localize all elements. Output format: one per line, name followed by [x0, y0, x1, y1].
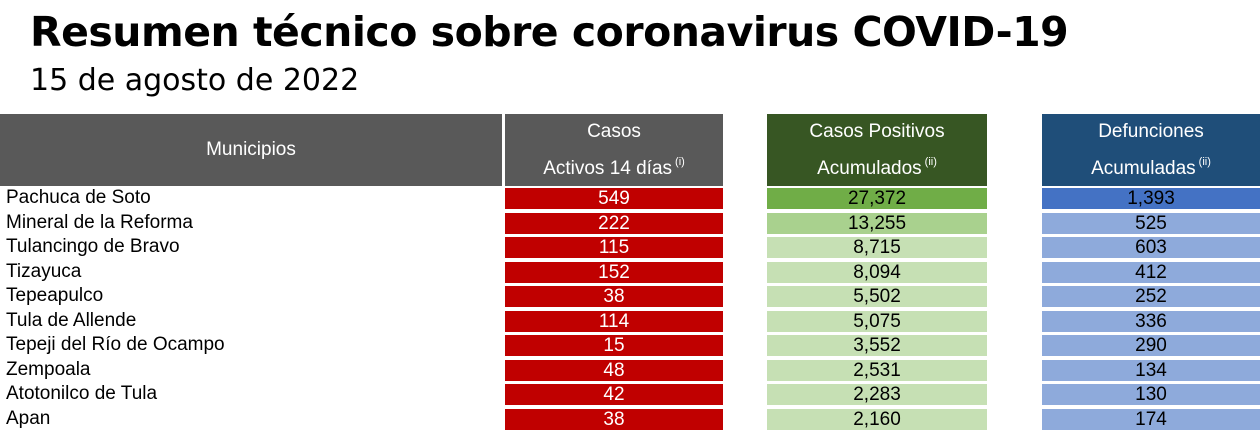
table-row: Tepeapulco 38 5,502 252 — [0, 285, 1260, 310]
defunciones-cell: 174 — [1042, 408, 1260, 430]
casos-activos-cell: 549 — [505, 188, 723, 209]
header-defunciones-line1: Defunciones — [1098, 120, 1204, 142]
header-casos-activos: Casos Activos 14 días (i) — [505, 114, 723, 186]
casos-activos-cell: 15 — [505, 335, 723, 356]
defunciones-cell: 336 — [1042, 310, 1260, 332]
defunciones-cell: 603 — [1042, 237, 1260, 258]
defunciones-cell: 130 — [1042, 384, 1260, 405]
defunciones-cell: 525 — [1042, 212, 1260, 234]
table-row: Pachuca de Soto 549 27,372 1,393 — [0, 187, 1260, 212]
table-row: Apan 38 2,160 174 — [0, 408, 1260, 433]
defunciones-cell: 290 — [1042, 335, 1260, 356]
header-positivos-note: (ii) — [924, 155, 937, 168]
page-title: Resumen técnico sobre coronavirus COVID-… — [30, 8, 1069, 56]
header-municipios: Municipios — [0, 114, 502, 186]
header-defunciones-line2-text: Acumuladas — [1091, 157, 1196, 179]
municipio-name: Mineral de la Reforma — [6, 211, 193, 233]
header-positivos-line1: Casos Positivos — [809, 120, 945, 142]
report-date: 15 de agosto de 2022 — [30, 63, 360, 98]
positivos-cell: 8,715 — [767, 237, 987, 258]
defunciones-cell: 412 — [1042, 261, 1260, 283]
positivos-cell: 2,531 — [767, 359, 987, 381]
positivos-cell: 5,075 — [767, 310, 987, 332]
municipio-name: Pachuca de Soto — [6, 187, 151, 208]
header-positivos-line2: Acumulados (ii) — [767, 147, 987, 184]
casos-activos-cell: 38 — [505, 408, 723, 430]
header-casos-note: (i) — [675, 155, 685, 168]
municipio-name: Tepeji del Río de Ocampo — [6, 334, 225, 355]
municipio-name: Tizayuca — [6, 260, 82, 282]
positivos-cell: 27,372 — [767, 188, 987, 209]
table-row: Tepeji del Río de Ocampo 15 3,552 290 — [0, 334, 1260, 359]
header-defunciones: Defunciones Acumuladas (ii) — [1042, 114, 1260, 186]
municipio-name: Atotonilco de Tula — [6, 383, 158, 404]
casos-activos-cell: 42 — [505, 384, 723, 405]
positivos-cell: 8,094 — [767, 261, 987, 283]
table-row: Tula de Allende 114 5,075 336 — [0, 310, 1260, 335]
header-casos-positivos: Casos Positivos Acumulados (ii) — [767, 114, 987, 186]
casos-activos-cell: 152 — [505, 261, 723, 283]
casos-activos-cell: 38 — [505, 286, 723, 307]
header-defunciones-note: (ii) — [1198, 155, 1211, 168]
table-row: Zempoala 48 2,531 134 — [0, 359, 1260, 384]
casos-activos-cell: 222 — [505, 212, 723, 234]
table-row: Mineral de la Reforma 222 13,255 525 — [0, 212, 1260, 237]
header-casos-line2-text: Activos 14 días — [543, 157, 673, 179]
table-row: Atotonilco de Tula 42 2,283 130 — [0, 383, 1260, 408]
positivos-cell: 13,255 — [767, 212, 987, 234]
defunciones-cell: 1,393 — [1042, 188, 1260, 209]
header-defunciones-line2: Acumuladas (ii) — [1042, 147, 1260, 184]
header-casos-line1: Casos — [587, 120, 641, 142]
municipio-name: Tula de Allende — [6, 309, 137, 331]
positivos-cell: 2,283 — [767, 384, 987, 405]
table-row: Tulancingo de Bravo 115 8,715 603 — [0, 236, 1260, 261]
positivos-cell: 3,552 — [767, 335, 987, 356]
defunciones-cell: 252 — [1042, 286, 1260, 307]
municipio-name: Tulancingo de Bravo — [6, 236, 180, 257]
positivos-cell: 2,160 — [767, 408, 987, 430]
table-row: Tizayuca 152 8,094 412 — [0, 261, 1260, 286]
casos-activos-cell: 114 — [505, 310, 723, 332]
municipio-name: Apan — [6, 407, 51, 429]
casos-activos-cell: 48 — [505, 359, 723, 381]
positivos-cell: 5,502 — [767, 286, 987, 307]
header-casos-line2: Activos 14 días (i) — [505, 147, 723, 184]
header-municipios-label: Municipios — [206, 139, 296, 160]
municipio-name: Tepeapulco — [6, 285, 104, 306]
municipio-name: Zempoala — [6, 358, 91, 380]
casos-activos-cell: 115 — [505, 237, 723, 258]
defunciones-cell: 134 — [1042, 359, 1260, 381]
header-positivos-line2-text: Acumulados — [817, 157, 922, 179]
